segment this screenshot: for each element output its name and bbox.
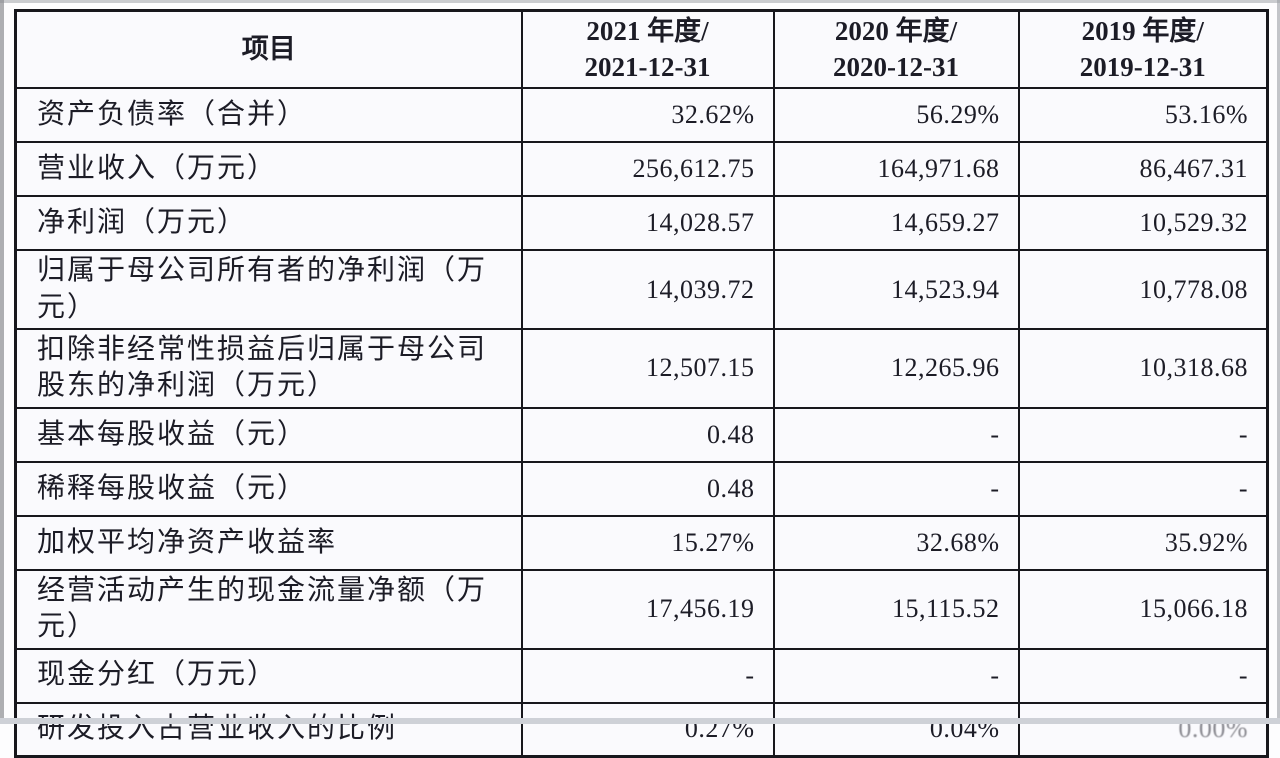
- cell-value: -: [772, 460, 1020, 517]
- header-line: 2021-12-31: [584, 51, 711, 82]
- cell-value: 12,265.96: [772, 328, 1020, 409]
- cell-value: 10,318.68: [1017, 328, 1269, 409]
- cell-value: 0.04%: [772, 701, 1020, 758]
- row-net-profit-parent: 归属于母公司所有者的净利润（万元） 14,039.72 14,523.94 10…: [14, 249, 1269, 331]
- financial-summary-table: 项目 2021 年度/ 2021-12-31 2020 年度/ 2020-12-…: [14, 9, 1269, 758]
- row-basic-eps: 基本每股收益（元） 0.48 - -: [14, 406, 1269, 463]
- row-label: 扣除非经常性损益后归属于母公司股东的净利润（万元）: [14, 328, 523, 409]
- header-line: 2020 年度/: [834, 16, 958, 46]
- cell-value: 14,523.94: [772, 249, 1020, 331]
- cell-value: 0.48: [520, 460, 775, 517]
- row-weighted-avg-roe: 加权平均净资产收益率 15.27% 32.68% 35.92%: [14, 514, 1269, 571]
- cell-value: 0.27%: [520, 701, 775, 758]
- cell-value: 32.62%: [520, 87, 775, 144]
- cell-value: 35.92%: [1017, 514, 1269, 571]
- cell-value: 0.00%: [1017, 701, 1269, 758]
- screen-edge-bottom: [0, 718, 1280, 724]
- cell-value: 32.68%: [772, 514, 1020, 571]
- row-rd-ratio: 研发投入占营业收入的比例 0.27% 0.04% 0.00%: [14, 701, 1269, 758]
- row-cash-dividend: 现金分红（万元） - - -: [14, 647, 1269, 704]
- cell-value: 17,456.19: [520, 568, 775, 650]
- row-operating-cash-flow: 经营活动产生的现金流量净额（万元） 17,456.19 15,115.52 15…: [14, 568, 1269, 650]
- cell-value: 12,507.15: [520, 328, 775, 409]
- screen-edge-top: [0, 0, 1280, 3]
- cell-value: 14,028.57: [520, 195, 775, 252]
- header-line: 2019 年度/: [1081, 16, 1204, 46]
- row-label: 基本每股收益（元）: [14, 406, 523, 463]
- screen-edge-right: [1277, 0, 1280, 724]
- header-line: 2020-12-31: [833, 51, 959, 82]
- row-net-profit-parent-after-nonrecurring: 扣除非经常性损益后归属于母公司股东的净利润（万元） 12,507.15 12,2…: [14, 328, 1269, 409]
- cell-value: 15,115.52: [772, 568, 1020, 650]
- cell-value: 256,612.75: [520, 141, 775, 198]
- cell-value: 15.27%: [520, 514, 775, 571]
- row-label: 经营活动产生的现金流量净额（万元）: [14, 568, 523, 650]
- header-line: 2021 年度/: [586, 16, 709, 46]
- cell-value: -: [1017, 460, 1269, 517]
- cell-value: 86,467.31: [1017, 141, 1269, 198]
- cell-value: -: [772, 406, 1020, 463]
- cell-value: 0.48: [520, 406, 775, 463]
- screen-edge-left: [0, 0, 4, 724]
- cell-value: 10,778.08: [1017, 249, 1269, 331]
- cell-value: 14,659.27: [772, 195, 1020, 252]
- cell-value: 14,039.72: [520, 249, 775, 331]
- cell-value: 15,066.18: [1017, 568, 1269, 650]
- column-header-2019: 2019 年度/ 2019-12-31: [1017, 9, 1269, 90]
- row-operating-revenue: 营业收入（万元） 256,612.75 164,971.68 86,467.31: [14, 141, 1269, 198]
- column-header-2020: 2020 年度/ 2020-12-31: [772, 9, 1020, 90]
- row-label: 资产负债率（合并）: [14, 87, 523, 144]
- row-label: 加权平均净资产收益率: [14, 514, 523, 571]
- cell-value: -: [520, 647, 775, 704]
- column-header-item: 项目: [14, 9, 523, 90]
- row-diluted-eps: 稀释每股收益（元） 0.48 - -: [14, 460, 1269, 517]
- cell-value: 10,529.32: [1017, 195, 1269, 252]
- row-label: 研发投入占营业收入的比例: [14, 701, 523, 758]
- cell-value: 53.16%: [1017, 87, 1269, 144]
- row-label: 归属于母公司所有者的净利润（万元）: [14, 249, 523, 331]
- row-net-profit: 净利润（万元） 14,028.57 14,659.27 10,529.32: [14, 195, 1269, 252]
- row-label: 现金分红（万元）: [14, 647, 523, 704]
- cell-value: -: [1017, 406, 1269, 463]
- cell-value: -: [1017, 647, 1269, 704]
- row-asset-liability-ratio: 资产负债率（合并） 32.62% 56.29% 53.16%: [14, 87, 1269, 144]
- header-line: 2019-12-31: [1079, 51, 1206, 82]
- column-header-2021: 2021 年度/ 2021-12-31: [520, 9, 775, 90]
- cell-value: 56.29%: [772, 87, 1020, 144]
- row-label: 营业收入（万元）: [14, 141, 523, 198]
- cell-value: 164,971.68: [772, 141, 1020, 198]
- row-label: 净利润（万元）: [14, 195, 523, 252]
- row-label: 稀释每股收益（元）: [14, 460, 523, 517]
- cell-value: -: [772, 647, 1020, 704]
- header-row: 项目 2021 年度/ 2021-12-31 2020 年度/ 2020-12-…: [14, 9, 1269, 90]
